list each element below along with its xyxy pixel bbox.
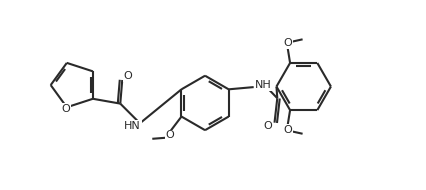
Text: NH: NH — [254, 80, 271, 90]
Text: O: O — [165, 130, 174, 140]
Text: O: O — [124, 71, 132, 81]
Text: O: O — [282, 125, 291, 135]
Text: HN: HN — [124, 121, 141, 131]
Text: O: O — [61, 104, 70, 114]
Text: O: O — [262, 121, 271, 131]
Text: O: O — [282, 38, 291, 48]
